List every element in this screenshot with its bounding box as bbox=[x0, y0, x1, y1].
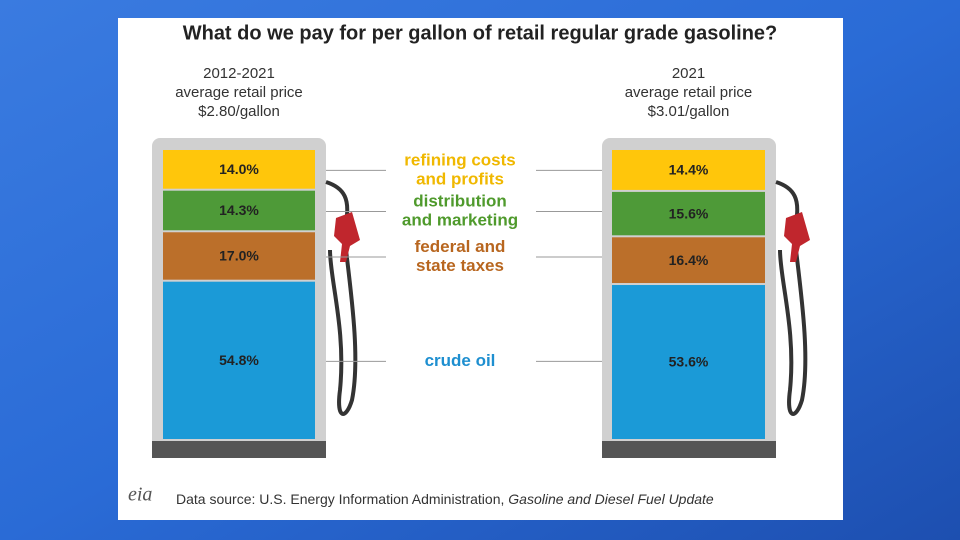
bar-segment bbox=[163, 190, 315, 231]
category-label: 2012-2021 bbox=[203, 65, 275, 82]
data-label: 15.6% bbox=[669, 205, 709, 221]
pump-base bbox=[152, 441, 326, 458]
bar-segment bbox=[612, 191, 765, 236]
logo: eia bbox=[128, 484, 152, 506]
data-label: 14.4% bbox=[669, 162, 709, 178]
bar-segment bbox=[612, 285, 765, 439]
category-label: $2.80/gallon bbox=[198, 103, 280, 120]
data-label: 14.3% bbox=[219, 202, 259, 218]
pump-base bbox=[602, 441, 776, 458]
bar-segment bbox=[163, 281, 315, 439]
category-label: average retail price bbox=[625, 84, 753, 101]
legend-label: state taxes bbox=[416, 256, 504, 275]
bar-segment bbox=[163, 232, 315, 280]
data-label: 16.4% bbox=[669, 252, 709, 268]
chart-title: What do we pay for per gallon of retail … bbox=[183, 22, 778, 44]
bar-segment bbox=[612, 150, 765, 190]
category-label: average retail price bbox=[175, 84, 303, 101]
legend-label: refining costs bbox=[404, 150, 515, 169]
bar-segment bbox=[612, 237, 765, 284]
legend-label: and marketing bbox=[402, 210, 518, 229]
legend-label: crude oil bbox=[425, 351, 496, 370]
data-label: 53.6% bbox=[669, 354, 709, 370]
legend-label: federal and bbox=[415, 237, 506, 256]
source: Data source: U.S. Energy Information Adm… bbox=[176, 491, 714, 507]
data-label: 54.8% bbox=[219, 352, 259, 368]
data-label: 17.0% bbox=[219, 248, 259, 264]
category-label: 2021 bbox=[672, 65, 705, 82]
nozzle bbox=[784, 212, 810, 262]
nozzle bbox=[334, 212, 360, 262]
legend-label: and profits bbox=[416, 169, 504, 188]
source-prefix: Data source: U.S. Energy Information Adm… bbox=[176, 491, 508, 507]
legend-label: distribution bbox=[413, 191, 506, 210]
category-label: $3.01/gallon bbox=[648, 103, 730, 120]
bar-segment bbox=[163, 150, 315, 189]
plot: 2012-2021 average retail price $2.80/gallo… bbox=[163, 65, 765, 439]
source-title: Gasoline and Diesel Fuel Update bbox=[508, 491, 714, 507]
data-label: 14.0% bbox=[219, 161, 259, 177]
